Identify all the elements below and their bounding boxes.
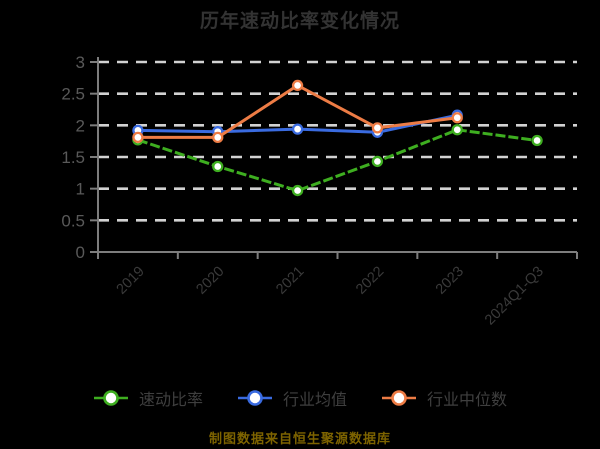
y-tick-label: 2 <box>76 116 85 135</box>
x-tick-label: 2019 <box>114 264 148 298</box>
chart-legend: 速动比率 行业均值 行业中位数 <box>0 386 600 410</box>
chart-title: 历年速动比率变化情况 <box>199 11 400 32</box>
y-tick-label: 1 <box>76 180 85 199</box>
series-line-0 <box>137 128 538 193</box>
legend-item-industry-mean[interactable]: 行业均值 <box>237 386 347 410</box>
series-marker-0 <box>451 124 463 136</box>
series-marker-2 <box>212 131 224 144</box>
series-marker-1 <box>291 123 304 135</box>
legend-item-industry-median[interactable]: 行业中位数 <box>381 386 507 410</box>
x-tick-label: 2022 <box>353 264 387 298</box>
y-tick-label: 2.5 <box>61 85 85 104</box>
legend-label-industry-median: 行业中位数 <box>427 392 508 409</box>
legend-marker-industry-mean <box>237 390 272 406</box>
y-tick-label: 0.5 <box>61 211 85 230</box>
series-marker-2 <box>451 112 463 124</box>
x-tick-label: 2024Q1-Q3 <box>482 264 547 329</box>
y-tick-label: 3 <box>76 53 85 72</box>
series-marker-2 <box>291 79 304 92</box>
series-marker-0 <box>291 184 304 197</box>
series-marker-0 <box>371 155 384 168</box>
data-source-note: 制图数据来自恒生聚源数据库 <box>208 431 391 446</box>
series-marker-2 <box>371 122 384 134</box>
x-tick-label: 2023 <box>433 264 467 298</box>
y-tick-label: 1.5 <box>61 148 85 167</box>
legend-item-quick-ratio[interactable]: 速动比率 <box>93 386 203 410</box>
legend-label-industry-mean: 行业均值 <box>282 392 347 409</box>
legend-marker-quick-ratio <box>93 390 128 406</box>
x-tick-label: 2021 <box>273 264 307 298</box>
legend-label-quick-ratio: 速动比率 <box>138 392 203 409</box>
x-tick-label: 2020 <box>193 264 227 298</box>
legend-marker-industry-median <box>382 390 416 406</box>
series-marker-2 <box>132 131 144 144</box>
series-marker-0 <box>212 160 224 173</box>
series-marker-0 <box>531 134 543 147</box>
y-tick-label: 0 <box>76 243 85 262</box>
